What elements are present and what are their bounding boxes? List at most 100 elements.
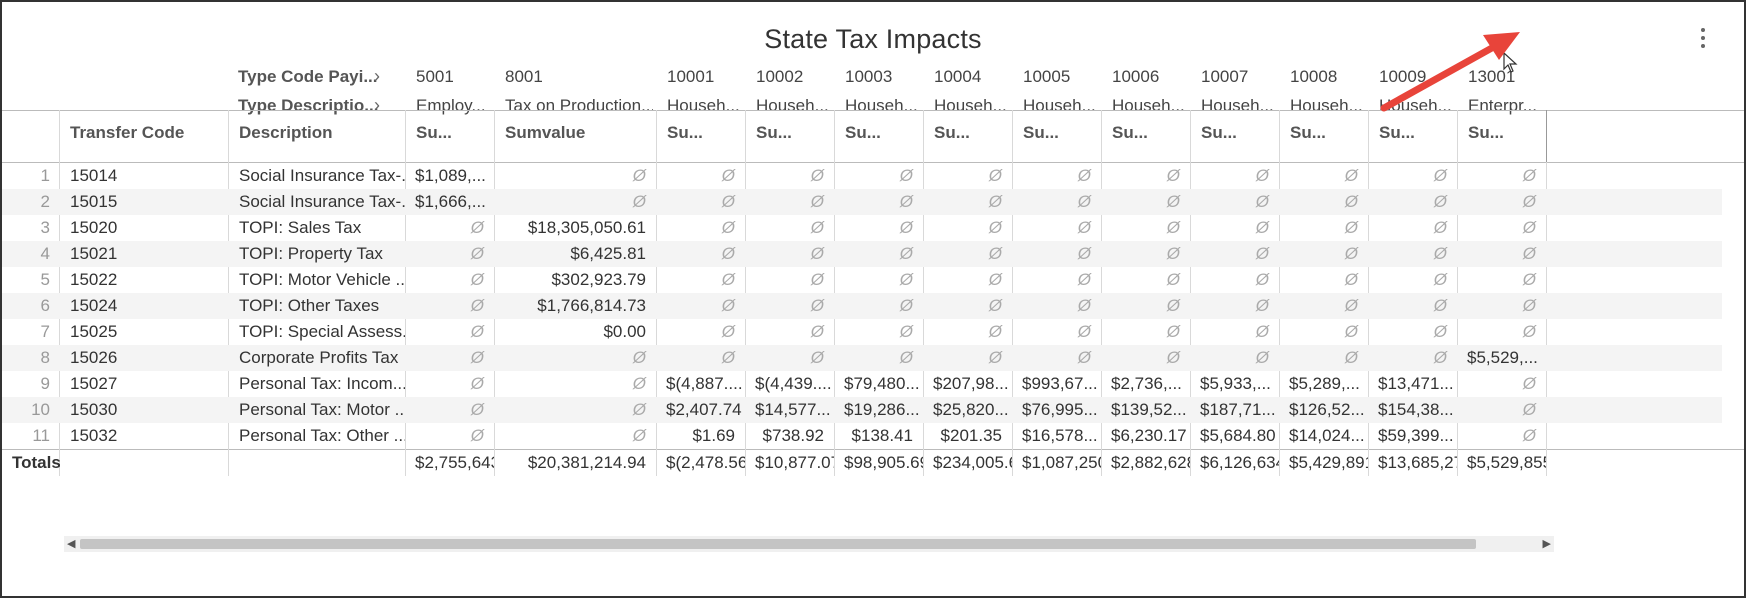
null-value-cell: Ø — [632, 348, 646, 367]
table-row[interactable]: 9 15027 Personal Tax: Incom... Ø Ø $(4,887...… — [2, 371, 1722, 397]
column-type-description[interactable]: Househ... — [845, 96, 918, 115]
column-type-description[interactable]: Tax on Production... — [505, 96, 653, 115]
null-value-cell: Ø — [1433, 166, 1447, 185]
column-header-description[interactable]: Description — [239, 123, 333, 142]
partial-cell — [1548, 293, 1568, 319]
column-type-code[interactable]: 10002 — [756, 67, 804, 86]
table-row[interactable]: 7 15025 TOPI: Special Assess... Ø $0.00 Ø Ø Ø Ø Ø… — [2, 319, 1722, 345]
pivot-row-type-description[interactable]: Type Descriptio... — [238, 96, 379, 115]
column-measure-header[interactable]: Sumvalue — [505, 123, 586, 142]
pivot-row-type-code[interactable]: Type Code Payi... — [238, 67, 378, 86]
null-value-cell: Ø — [721, 192, 735, 211]
column-measure-header[interactable]: Su... — [845, 123, 881, 142]
table-row[interactable]: 11 15032 Personal Tax: Other ... Ø Ø $1.69 $73… — [2, 423, 1722, 449]
null-value-cell: Ø — [988, 192, 1002, 211]
partial-cell — [1548, 241, 1568, 267]
null-value-cell: Ø — [1522, 400, 1536, 419]
column-header-transfer-code[interactable]: Transfer Code — [70, 123, 185, 142]
scroll-left-icon[interactable]: ◀ — [67, 538, 76, 550]
total-value-cell: $6,126,634. — [1200, 453, 1279, 472]
column-type-code[interactable]: 8001 — [505, 67, 543, 86]
null-value-cell: Ø — [721, 348, 735, 367]
column-type-code[interactable]: 10001 — [667, 67, 715, 86]
horizontal-scrollbar[interactable]: ◀ ▶ — [64, 536, 1554, 552]
column-type-description[interactable]: Househ... — [1023, 96, 1096, 115]
column-measure-header[interactable]: Su... — [667, 123, 703, 142]
column-type-code[interactable]: 10006 — [1112, 67, 1160, 86]
chevron-right-icon[interactable]: › — [374, 95, 380, 115]
chevron-right-icon[interactable]: › — [374, 66, 380, 86]
null-value-cell: Ø — [1255, 322, 1269, 341]
transfer-code-cell: 15015 — [70, 192, 118, 211]
transfer-code-cell: 15022 — [70, 270, 118, 289]
null-value-cell: Ø — [1433, 192, 1447, 211]
null-value-cell: Ø — [1344, 296, 1358, 315]
kebab-menu-icon[interactable] — [1692, 24, 1714, 54]
null-value-cell: Ø — [470, 322, 484, 341]
column-type-description[interactable]: Househ... — [756, 96, 829, 115]
column-measure-header[interactable]: Su... — [1290, 123, 1326, 142]
null-value-cell: Ø — [1433, 244, 1447, 263]
table-row[interactable]: 5 15022 TOPI: Motor Vehicle ... Ø $302,923.7… — [2, 267, 1722, 293]
column-type-description[interactable]: Househ... — [934, 96, 1007, 115]
column-type-description[interactable]: Employ... — [416, 96, 486, 115]
column-measure-header[interactable]: Su... — [934, 123, 970, 142]
column-type-description[interactable]: Househ... — [1290, 96, 1363, 115]
value-cell: $76,995... — [1022, 400, 1098, 419]
null-value-cell: Ø — [721, 218, 735, 237]
column-measure-header[interactable]: Su... — [1112, 123, 1148, 142]
null-value-cell: Ø — [470, 348, 484, 367]
row-number: 7 — [40, 322, 50, 341]
null-value-cell: Ø — [1077, 322, 1091, 341]
column-type-description[interactable]: Househ... — [667, 96, 740, 115]
table-row[interactable]: 1 15014 Social Insurance Tax-... $1,089,...… — [2, 163, 1722, 189]
table-row[interactable]: 4 15021 TOPI: Property Tax Ø $6,425.81 Ø Ø Ø Ø Ø Ø… — [2, 241, 1722, 267]
null-value-cell: Ø — [1166, 348, 1180, 367]
column-measure-header[interactable]: Su... — [756, 123, 792, 142]
column-type-code[interactable]: 10004 — [934, 67, 982, 86]
null-value-cell: Ø — [1522, 426, 1536, 445]
column-type-description[interactable]: Househ... — [1112, 96, 1185, 115]
value-cell: $207,98... — [933, 374, 1009, 393]
column-type-code[interactable]: 10009 — [1379, 67, 1427, 86]
value-cell: $139,52... — [1111, 400, 1187, 419]
column-type-code[interactable]: 10008 — [1290, 67, 1338, 86]
value-cell: $6,230.17 — [1111, 426, 1187, 445]
row-number: 11 — [32, 426, 50, 445]
null-value-cell: Ø — [1077, 296, 1091, 315]
null-value-cell: Ø — [1166, 244, 1180, 263]
table-row[interactable]: 3 15020 TOPI: Sales Tax Ø $18,305,050.61 Ø Ø Ø Ø… — [2, 215, 1722, 241]
table-row[interactable]: 8 15026 Corporate Profits Tax Ø Ø Ø Ø Ø Ø Ø Ø Ø Ø Ø $5… — [2, 345, 1722, 371]
description-cell: Social Insurance Tax-... — [239, 166, 405, 185]
column-measure-header[interactable]: Su... — [1468, 123, 1504, 142]
null-value-cell: Ø — [1344, 322, 1358, 341]
table-row[interactable]: 6 15024 TOPI: Other Taxes Ø $1,766,814.73 Ø Ø Ø… — [2, 293, 1722, 319]
scrollbar-thumb[interactable] — [80, 539, 1476, 549]
column-measure-header[interactable]: Su... — [1023, 123, 1059, 142]
partial-cell — [1548, 163, 1568, 189]
column-measure-header[interactable]: Su... — [1379, 123, 1415, 142]
value-cell: $0.00 — [603, 322, 646, 341]
column-type-code[interactable]: 10007 — [1201, 67, 1249, 86]
value-cell: $2,736,... — [1111, 374, 1182, 393]
column-type-code[interactable]: 10005 — [1023, 67, 1071, 86]
column-type-description[interactable]: Enterpr... — [1468, 96, 1537, 115]
column-type-code[interactable]: 10003 — [845, 67, 893, 86]
column-measure-header[interactable]: Su... — [416, 123, 452, 142]
null-value-cell: Ø — [988, 166, 1002, 185]
column-measure-header[interactable]: Su... — [1201, 123, 1237, 142]
value-cell: $14,577... — [755, 400, 831, 419]
table-row[interactable]: 10 15030 Personal Tax: Motor ... Ø Ø $2,407.7… — [2, 397, 1722, 423]
value-cell: $18,305,050.61 — [527, 218, 646, 237]
null-value-cell: Ø — [1344, 348, 1358, 367]
table-row[interactable]: 2 15015 Social Insurance Tax-... $1,666,...… — [2, 189, 1722, 215]
column-type-description[interactable]: Househ... — [1201, 96, 1274, 115]
row-number: 6 — [40, 296, 50, 315]
column-type-description[interactable]: Househ... — [1379, 96, 1452, 115]
value-cell: $993,67... — [1022, 374, 1098, 393]
column-type-code[interactable]: 5001 — [416, 67, 454, 86]
null-value-cell: Ø — [1255, 270, 1269, 289]
null-value-cell: Ø — [899, 166, 913, 185]
null-value-cell: Ø — [1255, 218, 1269, 237]
scroll-right-icon[interactable]: ▶ — [1542, 538, 1551, 550]
